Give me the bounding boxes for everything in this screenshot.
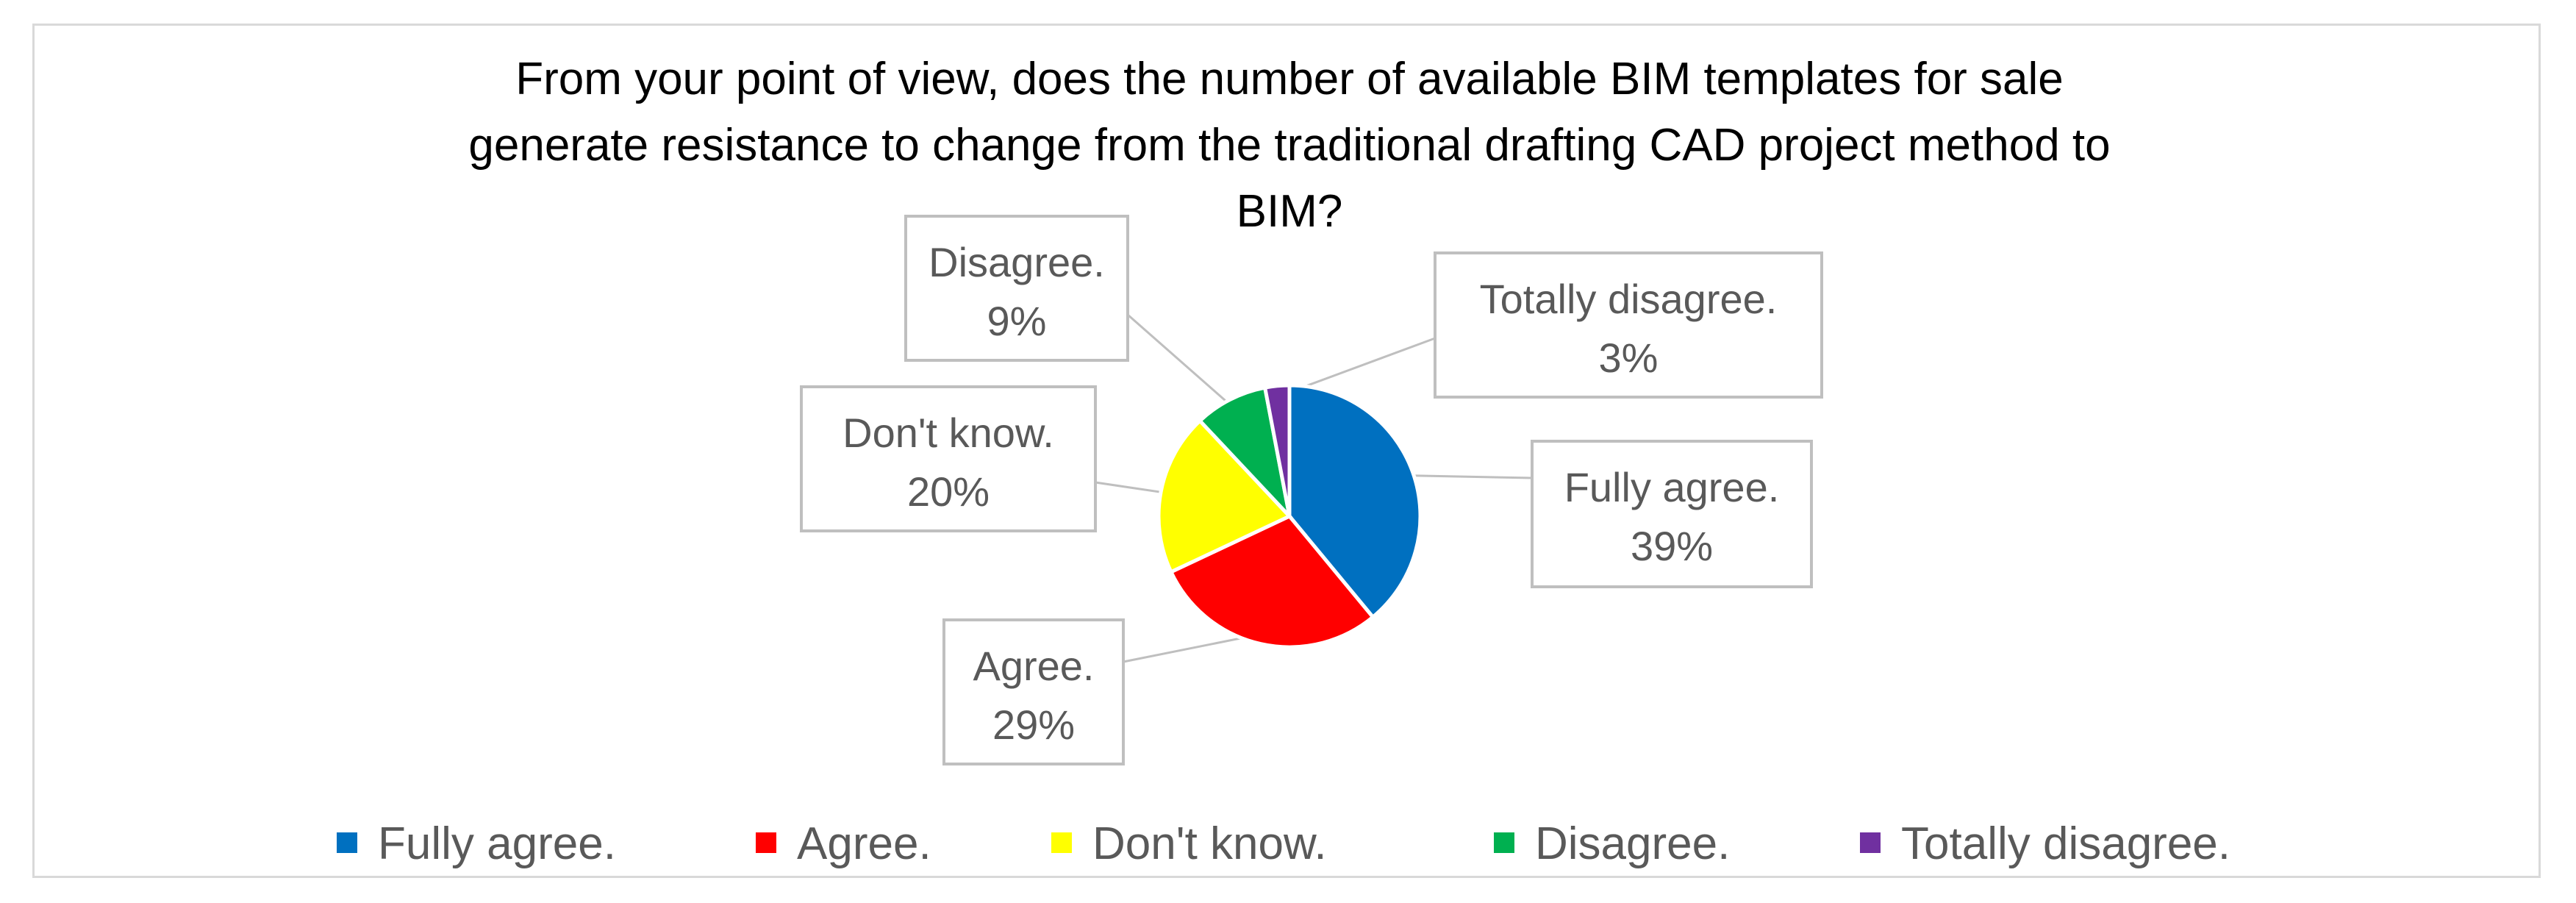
pie-slices	[1156, 383, 1423, 649]
data-label-category-0: Fully agree.	[1564, 464, 1780, 510]
data-label-box-3	[904, 215, 1129, 362]
chart-title: From your point of view, does the number…	[468, 54, 2110, 237]
data-label-box-4	[1434, 251, 1823, 399]
data-label-value-1: 29%	[992, 702, 1075, 748]
data-label-box-1	[942, 618, 1125, 765]
legend-label-4: Totally disagree.	[1901, 818, 2230, 869]
leader-line-3	[1127, 313, 1236, 410]
data-label-value-4: 3%	[1599, 335, 1659, 381]
chart-title-line-2: generate resistance to change from the t…	[468, 120, 2110, 171]
pie-slice-3	[1197, 385, 1293, 522]
leader-line-0	[1403, 474, 1533, 479]
leader-line-2	[1095, 481, 1172, 495]
data-label-category-4: Totally disagree.	[1480, 276, 1778, 322]
legend-swatch-2	[1051, 832, 1072, 853]
legend: Fully agree. Agree. Don't know. Disagree. To…	[337, 818, 2230, 869]
chart-title-line-3: BIM?	[1237, 186, 1343, 237]
legend-swatch-0	[337, 832, 357, 853]
data-label-category-2: Don't know.	[842, 410, 1054, 456]
legend-swatch-3	[1494, 832, 1514, 853]
chart-title-line-1: From your point of view, does the number…	[515, 54, 2064, 104]
pie-slice-0	[1287, 383, 1423, 620]
legend-label-2: Don't know.	[1092, 818, 1327, 869]
data-label-value-0: 39%	[1631, 523, 1713, 569]
data-label-box-0	[1531, 440, 1813, 588]
data-label-category-1: Agree.	[973, 643, 1095, 689]
legend-label-3: Disagree.	[1535, 818, 1730, 869]
data-label-value-3: 9%	[987, 298, 1047, 344]
data-label-value-2: 20%	[907, 468, 990, 515]
data-labels: Fully agree. 39% Agree. 29% Don't know. 20% Di…	[800, 215, 1823, 765]
legend-label-0: Fully agree.	[378, 818, 616, 869]
legend-label-1: Agree.	[797, 818, 931, 869]
pie-slice-4	[1262, 383, 1292, 517]
pie-slice-2	[1156, 418, 1293, 575]
data-label-box-2	[800, 385, 1097, 532]
legend-swatch-1	[756, 832, 776, 853]
legend-swatch-4	[1860, 832, 1881, 853]
data-label-category-3: Disagree.	[929, 239, 1105, 285]
